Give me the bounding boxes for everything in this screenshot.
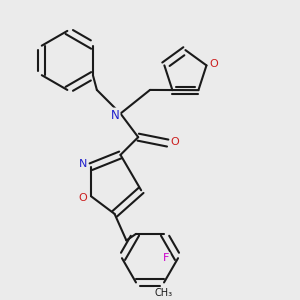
- Text: O: O: [209, 59, 218, 69]
- Text: O: O: [78, 193, 87, 203]
- Text: CH₃: CH₃: [155, 288, 173, 298]
- Text: O: O: [171, 136, 179, 147]
- Text: N: N: [79, 159, 87, 169]
- Text: F: F: [163, 253, 169, 263]
- Text: N: N: [111, 109, 119, 122]
